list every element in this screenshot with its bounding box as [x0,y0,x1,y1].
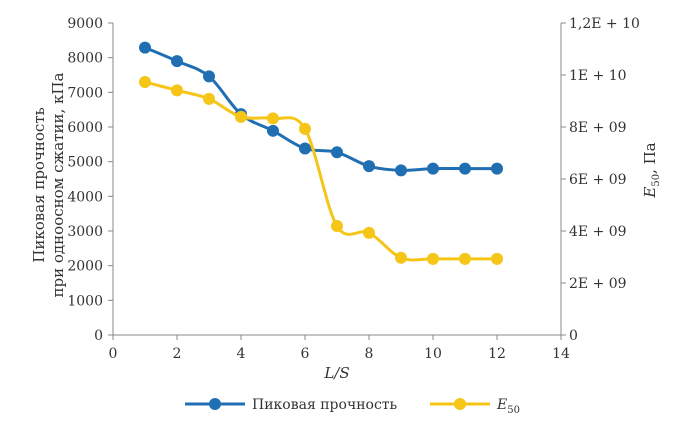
x-axis-label: L/S [323,364,349,382]
y-left-tick-label: 6000 [67,120,103,136]
x-tick-label: 6 [301,346,310,362]
legend-marker-e50 [454,398,466,410]
y-right-tick-label: 2E + 09 [569,276,627,292]
strength-point [363,160,375,173]
e50-point [267,112,279,125]
e50-point [139,76,151,89]
e50-point [171,84,183,97]
y-left-tick-label: 5000 [67,155,103,171]
y-right-tick-label: 0 [569,328,578,344]
y-right-tick-label: 8E + 09 [569,120,627,136]
strength-point [331,146,343,159]
x-tick-label: 14 [552,346,570,362]
y-right-tick-label: 1,2E + 10 [569,16,640,32]
strength-point [459,162,471,175]
y-left-tick-label: 9000 [67,16,103,32]
y-left-label-line1: Пиковая прочность [30,107,48,263]
legend: Пиковая прочность E50 [185,397,520,416]
x-tick-label: 12 [488,346,506,362]
y-right-tick-label: 1E + 10 [569,68,627,84]
e50-point [331,220,343,233]
y-left-tick-label: 8000 [67,51,103,67]
e50-line [144,80,497,262]
y-left-tick-label: 4000 [67,189,103,205]
e50-point [299,122,311,135]
x-tick-label: 0 [109,346,118,362]
strength-line [144,46,497,172]
y-left-tick-label: 0 [94,328,103,344]
e50-point [203,92,215,105]
strength-point [139,41,151,54]
legend-label-e50: E50 [496,397,520,416]
x-tick-label: 2 [173,346,182,362]
strength-point [299,142,311,155]
x-tick-label: 8 [365,346,374,362]
strength-point [171,55,183,68]
y-left-tick-label: 3000 [67,224,103,240]
y-left-tick-label: 2000 [67,259,103,275]
e50-point [491,252,503,265]
e50-point [395,251,407,264]
strength-point [427,162,439,175]
strength-point [395,164,407,177]
y-left-label-line2: при одноосном сжатии, кПа [49,72,67,297]
legend-label-strength: Пиковая прочность [252,397,398,413]
x-tick-label: 10 [424,346,442,362]
y-right-label: E50, Па [641,142,662,198]
y-right-tick-label: 6E + 09 [569,172,627,188]
y-left-tick-label: 1000 [67,293,103,309]
y-right-tick-label: 4E + 09 [569,224,627,240]
x-tick-label: 4 [237,346,246,362]
legend-marker-strength [209,398,221,410]
e50-point [427,252,439,265]
e50-point [459,252,471,265]
e50-point [235,110,247,123]
strength-point [267,124,279,137]
y-left-tick-label: 7000 [67,85,103,101]
strength-point [491,162,503,175]
e50-point [363,226,375,239]
strength-point [203,70,215,83]
